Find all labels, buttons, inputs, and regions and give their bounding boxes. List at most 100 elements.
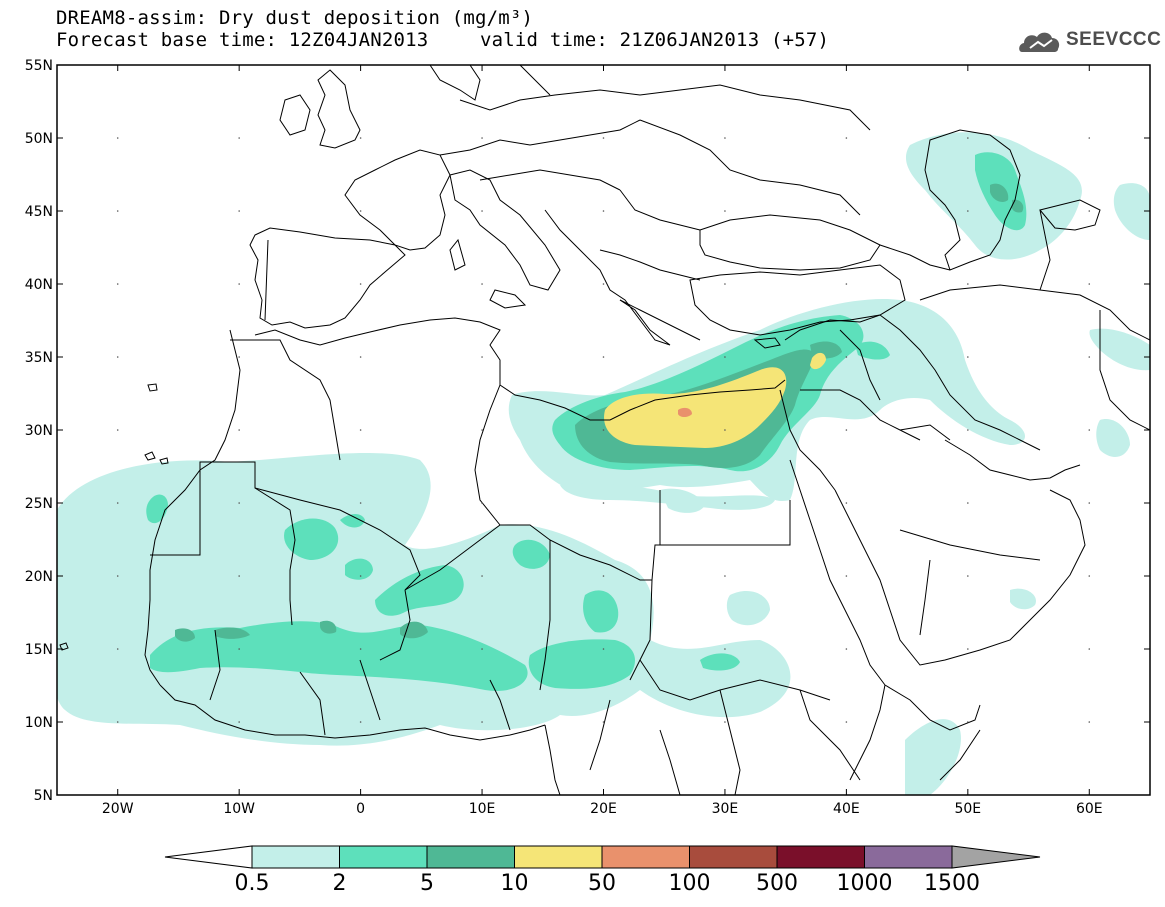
grid-dot xyxy=(967,721,969,723)
grid-dot xyxy=(359,137,362,139)
grid-dot xyxy=(116,210,119,212)
legend-swatch xyxy=(601,845,690,869)
lat-label: 45N xyxy=(25,204,53,220)
grid-dot xyxy=(845,429,848,431)
lon-label: 10E xyxy=(469,801,496,817)
logo-text: SEEVCCC xyxy=(1066,29,1162,50)
lat-label: 30N xyxy=(25,423,53,439)
grid-dot xyxy=(724,356,726,358)
legend-swatch xyxy=(776,845,865,869)
dust-fields xyxy=(57,132,1150,795)
grid-dot xyxy=(116,283,119,285)
grid-dot xyxy=(1088,721,1091,723)
legend-label: 500 xyxy=(756,871,798,896)
grid-dot xyxy=(845,137,848,139)
legend-colorbar: 0.5 2 5 10 50 100 500 1000 1500 xyxy=(164,845,1041,896)
grid-dot xyxy=(238,429,240,431)
grid-dot xyxy=(602,502,605,504)
grid-dot xyxy=(1088,137,1091,139)
grid-dot xyxy=(116,429,119,431)
map-title: DREAM8-assim: Dry dust deposition (mg/m³… xyxy=(56,7,534,29)
grid-dot xyxy=(1088,575,1091,577)
grid-dot xyxy=(967,356,969,358)
lat-label: 35N xyxy=(25,350,53,366)
grid-dot xyxy=(967,648,969,650)
grid-dot xyxy=(481,137,483,139)
grid-dot xyxy=(238,210,240,212)
grid-dot xyxy=(359,502,362,504)
legend-swatch xyxy=(426,845,515,869)
grid-dot xyxy=(359,210,362,212)
legend-right-arrow xyxy=(951,845,1041,869)
grid-dot xyxy=(602,429,605,431)
grid-dot xyxy=(359,429,362,431)
grid-dot xyxy=(724,429,726,431)
grid-dot xyxy=(845,210,848,212)
grid-dot xyxy=(1088,210,1091,212)
grid-dot xyxy=(724,648,726,650)
grid-dot xyxy=(602,356,605,358)
grid-dot xyxy=(602,648,605,650)
grid-dot xyxy=(1088,283,1091,285)
grid-dots xyxy=(116,137,1091,723)
grid-dot xyxy=(967,502,969,504)
very-heavy-dust-layer xyxy=(604,352,826,448)
legend-label: 10 xyxy=(501,871,529,896)
grid-dot xyxy=(116,721,119,723)
legend-label: 100 xyxy=(669,871,711,896)
grid-dot xyxy=(238,283,240,285)
grid-dot xyxy=(724,137,726,139)
lat-label: 15N xyxy=(25,642,53,658)
latitude-axis: 55N 50N 45N 40N 35N 30N 25N 20N 15N 10N 5N xyxy=(25,58,1150,804)
grid-dot xyxy=(724,721,726,723)
legend-label: 2 xyxy=(333,871,347,896)
grid-dot xyxy=(724,502,726,504)
grid-dot xyxy=(481,721,483,723)
grid-dot xyxy=(238,137,240,139)
grid-dot xyxy=(724,210,726,212)
grid-dot xyxy=(116,502,119,504)
grid-dot xyxy=(481,575,483,577)
legend-left-arrow xyxy=(164,845,253,869)
valid-time: valid time: 21Z06JAN2013 (+57) xyxy=(480,29,830,51)
grid-dot xyxy=(1088,502,1091,504)
lat-label: 50N xyxy=(25,131,53,147)
grid-dot xyxy=(967,283,969,285)
grid-dot xyxy=(845,283,848,285)
grid-dot xyxy=(481,502,483,504)
grid-dot xyxy=(359,356,362,358)
grid-dot xyxy=(845,502,848,504)
lon-label: 20W xyxy=(102,801,134,817)
grid-dot xyxy=(602,721,605,723)
grid-dot xyxy=(845,721,848,723)
grid-dot xyxy=(724,575,726,577)
grid-dot xyxy=(967,210,969,212)
grid-dot xyxy=(238,721,240,723)
grid-dot xyxy=(116,137,119,139)
grid-dot xyxy=(238,502,240,504)
grid-dot xyxy=(1088,648,1091,650)
lon-label: 0 xyxy=(356,801,365,817)
lat-label: 5N xyxy=(34,788,53,804)
grid-dot xyxy=(116,575,119,577)
lon-label: 30E xyxy=(712,801,739,817)
lon-label: 50E xyxy=(954,801,981,817)
grid-dot xyxy=(845,356,848,358)
grid-dot xyxy=(116,648,119,650)
legend-label: 50 xyxy=(588,871,616,896)
grid-dot xyxy=(602,283,605,285)
grid-dot xyxy=(481,648,483,650)
legend-label: 1000 xyxy=(837,871,893,896)
extreme-dust-layer xyxy=(678,407,692,417)
grid-dot xyxy=(481,283,483,285)
grid-dot xyxy=(1088,429,1091,431)
lat-label: 55N xyxy=(25,58,53,74)
grid-dot xyxy=(481,356,483,358)
lon-label: 60E xyxy=(1076,801,1103,817)
grid-dot xyxy=(967,575,969,577)
lat-label: 20N xyxy=(25,569,53,585)
grid-dot xyxy=(238,356,240,358)
legend-swatch xyxy=(864,845,953,869)
cloud-logo-icon xyxy=(1019,32,1060,52)
